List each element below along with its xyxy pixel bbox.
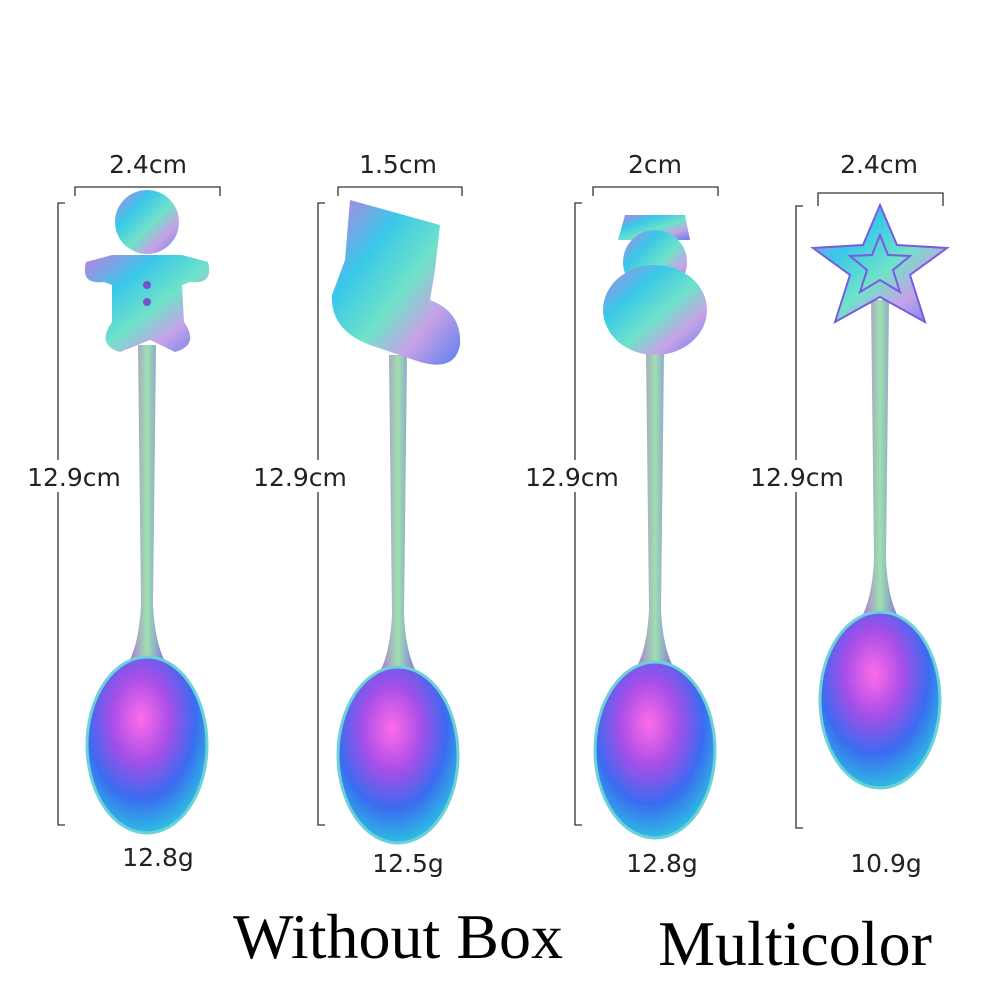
spoon bbox=[331, 200, 461, 845]
width-brackets bbox=[74, 186, 944, 206]
width-label: 2cm bbox=[628, 150, 682, 179]
spoon bbox=[84, 190, 210, 835]
spoon bbox=[593, 215, 717, 840]
length-label: 12.9cm bbox=[27, 463, 121, 492]
weight-label: 12.8g bbox=[626, 849, 698, 878]
width-label: 2.4cm bbox=[109, 150, 187, 179]
length-brackets bbox=[57, 202, 803, 829]
weight-label: 10.9g bbox=[850, 849, 922, 878]
width-label: 1.5cm bbox=[359, 150, 437, 179]
spoon bbox=[810, 202, 950, 790]
packaging-label: Without Box bbox=[233, 901, 563, 972]
length-label: 12.9cm bbox=[750, 463, 844, 492]
length-label: 12.9cm bbox=[253, 463, 347, 492]
length-label: 12.9cm bbox=[525, 463, 619, 492]
color-label: Multicolor bbox=[658, 908, 932, 979]
weight-label: 12.8g bbox=[122, 843, 194, 872]
weight-label: 12.5g bbox=[372, 849, 444, 878]
width-label: 2.4cm bbox=[840, 150, 918, 179]
